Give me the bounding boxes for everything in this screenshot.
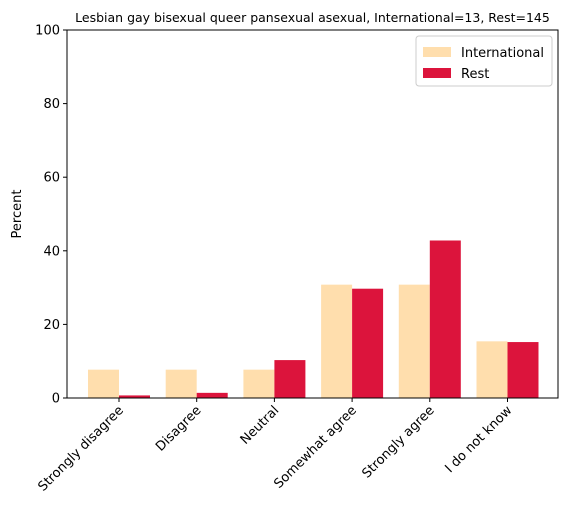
x-tick-label: Somewhat agree [271,403,360,492]
bar-international [321,284,353,398]
chart-title: Lesbian gay bisexual queer pansexual ase… [75,10,550,25]
bar-rest [352,288,384,398]
bar-international [165,369,197,398]
bar-international [88,369,119,398]
y-axis-ticks: 0 20 40 60 80 100 [35,24,67,407]
bars [88,240,539,398]
y-axis-label: Percent [10,190,25,239]
bar-rest [429,240,461,398]
legend-swatch-international [423,47,451,57]
bar-rest [119,395,150,398]
y-tick-label: 0 [52,392,60,407]
bar-international [243,369,275,398]
legend: International Rest [415,35,553,87]
bar-rest [507,342,539,398]
legend-label-rest: Rest [461,67,489,82]
x-tick-label: Disagree [153,403,204,454]
bar-international [476,341,508,398]
legend-swatch-rest [423,68,451,78]
plot-frame [66,29,559,399]
x-tick-label: Neutral [238,403,283,448]
legend-label-international: International [461,46,544,61]
x-tick-label: I do not know [442,403,515,476]
x-tick-label: Strongly disagree [35,403,126,494]
y-tick-label: 80 [43,97,60,112]
y-tick-label: 60 [43,171,60,186]
y-tick-label: 20 [43,318,60,333]
bar-rest [274,360,306,398]
bar-international [398,284,430,398]
x-tick-label: Strongly agree [359,403,437,481]
bar-rest [196,392,228,398]
x-axis-ticks: Strongly disagree Disagree NeutralSomewhat… [35,398,516,495]
y-tick-label: 40 [43,244,60,259]
y-tick-label: 100 [35,24,60,39]
